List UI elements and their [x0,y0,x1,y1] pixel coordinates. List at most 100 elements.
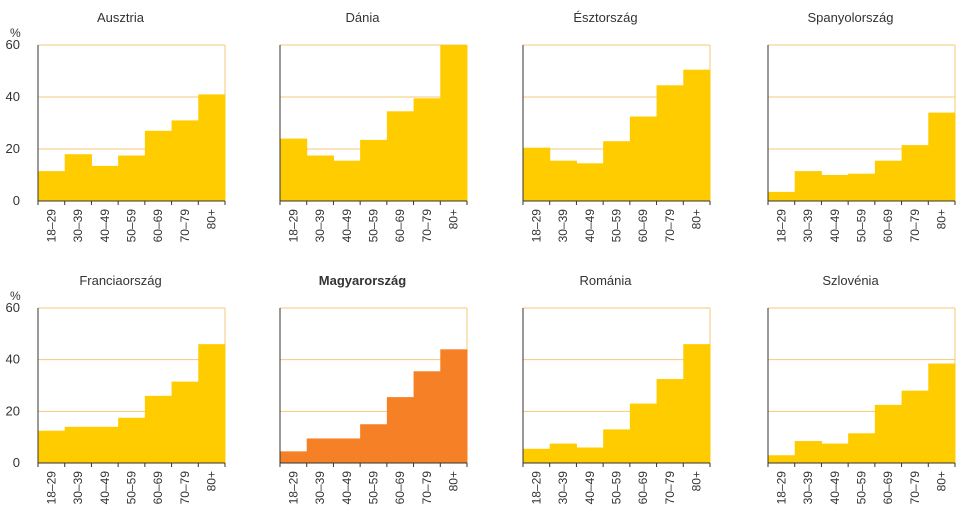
bar-40–49 [333,160,361,201]
bar-60–69 [386,397,415,463]
x-tick-label: 40–49 [98,209,112,243]
x-tick-label: 30–39 [801,209,815,243]
bar-50–59 [360,424,388,463]
bar-80+ [440,349,468,463]
y-tick-label: 40 [6,89,20,104]
x-tick-label: 40–49 [828,209,842,243]
x-tick-label: 70–79 [420,209,434,243]
y-tick-label: 20 [6,403,20,418]
y-tick-label: 20 [6,141,20,156]
panel-title: Magyarország [319,273,406,288]
panel-title: Észtország [573,10,637,25]
x-tick-label: 70–79 [663,209,677,243]
x-tick-label: 30–39 [556,471,570,505]
x-tick-label: 50–59 [367,209,381,243]
bar-60–69 [386,111,415,201]
x-tick-label: 40–49 [828,471,842,505]
bar-70–79 [171,381,199,463]
bar-80+ [198,94,226,201]
x-tick-label: 70–79 [178,471,192,505]
x-tick-label: 30–39 [71,471,85,505]
panel-title: Ausztria [97,10,145,25]
x-tick-label: 70–79 [420,471,434,505]
bar-18–29 [38,430,66,463]
bar-70–79 [656,85,684,201]
bar-50–59 [360,139,388,201]
panel-title: Románia [579,273,632,288]
bar-50–59 [603,429,631,463]
bar-40–49 [576,447,604,463]
x-tick-label: 80+ [690,209,704,229]
x-tick-label: 18–29 [286,209,300,243]
y-unit-label: % [10,26,21,40]
bar-18–29 [768,455,796,463]
x-tick-label: 50–59 [855,471,869,505]
bar-30–39 [794,171,822,201]
bar-18–29 [523,147,551,201]
bar-60–69 [629,116,658,201]
bar-80+ [683,69,711,201]
y-tick-label: 0 [13,455,20,470]
bar-80+ [928,112,956,201]
y-tick-label: 60 [6,37,20,52]
bar-50–59 [603,141,631,201]
bar-80+ [440,45,468,201]
x-tick-label: 40–49 [340,471,354,505]
bar-30–39 [64,426,92,463]
x-tick-label: 60–69 [636,209,650,243]
x-tick-label: 18–29 [286,471,300,505]
x-tick-label: 30–39 [313,471,327,505]
x-tick-label: 80+ [205,209,219,229]
x-tick-label: 70–79 [663,471,677,505]
x-tick-label: 50–59 [855,209,869,243]
bar-18–29 [280,138,308,201]
bar-70–79 [656,379,684,463]
y-tick-label: 60 [6,300,20,315]
x-tick-label: 18–29 [44,209,58,243]
x-tick-label: 50–59 [610,209,624,243]
x-tick-label: 80+ [935,209,949,229]
x-tick-label: 40–49 [583,471,597,505]
bar-40–49 [821,175,849,201]
x-tick-label: 50–59 [125,209,139,243]
bar-50–59 [848,433,876,463]
x-tick-label: 60–69 [881,471,895,505]
bar-60–69 [144,395,173,463]
bar-40–49 [821,443,849,463]
bar-80+ [198,344,226,463]
x-tick-label: 40–49 [340,209,354,243]
x-tick-label: 80+ [205,471,219,491]
panel-title: Dánia [346,10,381,25]
x-tick-label: 60–69 [393,209,407,243]
bar-70–79 [901,390,929,463]
bar-18–29 [38,171,66,201]
bar-50–59 [118,417,146,463]
bar-40–49 [91,165,119,201]
x-tick-label: 30–39 [801,471,815,505]
x-tick-label: 18–29 [529,471,543,505]
bar-30–39 [306,155,334,201]
x-tick-label: 80+ [690,471,704,491]
bar-30–39 [306,438,334,463]
x-tick-label: 30–39 [556,209,570,243]
x-tick-label: 60–69 [636,471,650,505]
x-tick-label: 50–59 [610,471,624,505]
x-tick-label: 50–59 [367,471,381,505]
x-tick-label: 60–69 [393,471,407,505]
panel-title: Spanyolország [808,10,894,25]
x-tick-label: 30–39 [71,209,85,243]
y-tick-label: 0 [13,193,20,208]
x-tick-label: 40–49 [98,471,112,505]
x-tick-label: 60–69 [151,209,165,243]
bar-60–69 [874,404,903,463]
y-tick-label: 40 [6,352,20,367]
bar-80+ [683,344,711,463]
x-tick-label: 80+ [447,471,461,491]
panel-title: Szlovénia [822,273,879,288]
x-tick-label: 18–29 [774,209,788,243]
bar-18–29 [523,448,551,463]
x-tick-label: 70–79 [908,471,922,505]
bar-40–49 [91,426,119,463]
bar-60–69 [874,160,903,201]
